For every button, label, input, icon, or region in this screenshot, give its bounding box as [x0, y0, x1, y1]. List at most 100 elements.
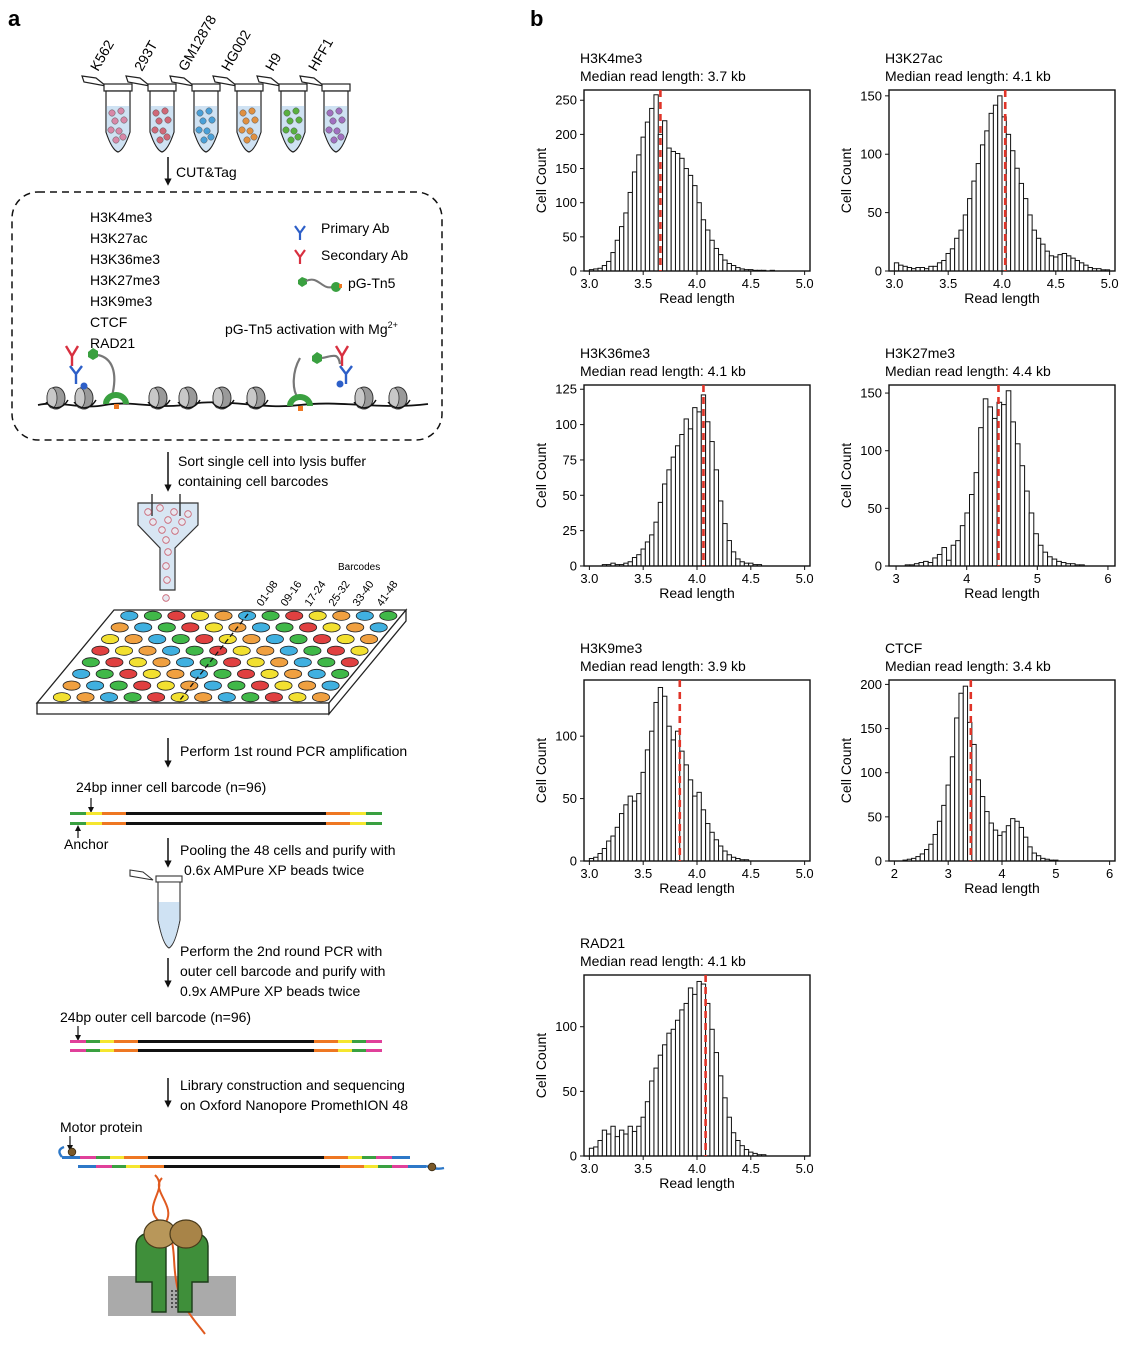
cell-dot [184, 510, 192, 518]
cell-dot [151, 126, 159, 134]
histogram-bar [674, 153, 681, 272]
histogram-bar [649, 107, 655, 272]
y-tick-label: 50 [563, 229, 577, 244]
cell-dot [203, 127, 211, 135]
y-tick-label: 150 [860, 721, 882, 736]
histogram-bar [984, 811, 990, 862]
cell-dot [239, 109, 247, 117]
chart-subtitle: Median read length: 3.4 kb [885, 658, 1051, 674]
plate-well [134, 622, 153, 633]
histogram-bar [1053, 256, 1059, 272]
histogram-bar [644, 1101, 651, 1157]
histogram-bar [679, 157, 685, 272]
motor-protein-dot [67, 1147, 77, 1157]
plate-well [317, 657, 336, 668]
histogram-bar [687, 779, 694, 862]
x-tick-label: 3.5 [939, 276, 957, 291]
chart-subtitle: Median read length: 4.4 kb [885, 363, 1051, 379]
histogram-bar [984, 130, 990, 272]
plate-well [303, 645, 322, 656]
plate-well [72, 668, 91, 679]
cell-dot [251, 116, 259, 124]
plate-well [285, 610, 304, 621]
histogram-bar [718, 1075, 724, 1157]
histogram-bar [692, 185, 698, 272]
histogram-bar [1031, 229, 1037, 272]
panel-b: b H3K4me3 Median read length: 3.7 kb 3.0 3.… [530, 6, 1119, 1191]
histogram-bar [670, 1028, 676, 1157]
x-tick-label: 3.0 [580, 276, 598, 291]
dna-segment [80, 1156, 96, 1159]
dna-segment [366, 1040, 382, 1043]
plate-well [162, 645, 181, 656]
step-sort-line2: containing cell barcodes [178, 473, 328, 489]
sample-tube [256, 75, 308, 153]
barcode-group-label: 25-32 [327, 579, 353, 609]
histogram-bar [722, 523, 728, 567]
histogram-bar [666, 725, 672, 862]
histogram-bar [718, 845, 724, 862]
y-axis-label: Cell Count [533, 443, 549, 508]
cell-dot [329, 117, 337, 125]
chart-title: H3K9me3 [580, 640, 642, 656]
histogram-bar [1061, 252, 1068, 272]
histogram-bar [1014, 167, 1020, 272]
histogram-bar [988, 112, 994, 272]
plate-well [223, 657, 242, 668]
dna-segment [86, 822, 102, 825]
x-tick-label: 4.0 [688, 866, 706, 881]
cell-dot [195, 126, 203, 134]
histogram-bar [1033, 533, 1039, 567]
histogram-bar [692, 407, 698, 567]
histogram-bar [726, 854, 732, 862]
histogram-bar [627, 795, 633, 862]
plate-well [100, 692, 119, 703]
ptn5-icon [298, 277, 342, 292]
target-label: H3K4me3 [90, 209, 152, 225]
target-label: H3K27me3 [90, 272, 160, 288]
cell-dot [326, 109, 334, 117]
barcode-group-label: 09-16 [279, 579, 305, 609]
histogram-bar [941, 804, 947, 862]
chart-title: H3K4me3 [580, 50, 642, 66]
cell-dot [282, 126, 290, 134]
x-axis-label: Read length [659, 290, 735, 306]
histogram-bar [982, 398, 989, 567]
histogram-bar [683, 764, 689, 862]
histogram-bar [700, 809, 707, 862]
x-tick-label: 3.0 [580, 571, 598, 586]
y-tick-label: 250 [555, 93, 577, 108]
histogram-bar [696, 980, 702, 1157]
histogram-bar [928, 265, 934, 272]
histogram-bar [666, 147, 672, 272]
legend-primary: Primary Ab [321, 220, 390, 236]
cell-dot [162, 536, 170, 544]
cell-dot [292, 107, 300, 115]
cell-dot [161, 107, 169, 115]
histogram-bar [962, 214, 969, 272]
cell-dot [149, 518, 157, 526]
plate-well [350, 645, 369, 656]
cell-dot [325, 126, 333, 134]
dna-segment [70, 812, 86, 815]
plate-well [360, 634, 379, 645]
plate-well [171, 634, 190, 645]
primary-antibody-icon [294, 225, 306, 240]
chart-title: H3K27me3 [885, 345, 955, 361]
histogram-bar [1048, 255, 1055, 272]
dna-segment [86, 1049, 100, 1052]
histogram-bar [700, 983, 707, 1157]
y-tick-label: 50 [563, 791, 577, 806]
histogram-bar [700, 394, 707, 567]
cell-dot [158, 526, 166, 534]
histogram-bar [709, 1028, 715, 1157]
dna-segment [164, 1165, 340, 1168]
plate-well [265, 634, 284, 645]
histogram-bar [713, 469, 720, 567]
step-sort-line1: Sort single cell into lysis buffer [178, 453, 366, 469]
plate-well [110, 622, 129, 633]
plate-well [264, 692, 283, 703]
step-pcr1: Perform 1st round PCR amplification [180, 743, 407, 759]
histogram-bar [627, 1125, 633, 1157]
plate-well [115, 645, 134, 656]
